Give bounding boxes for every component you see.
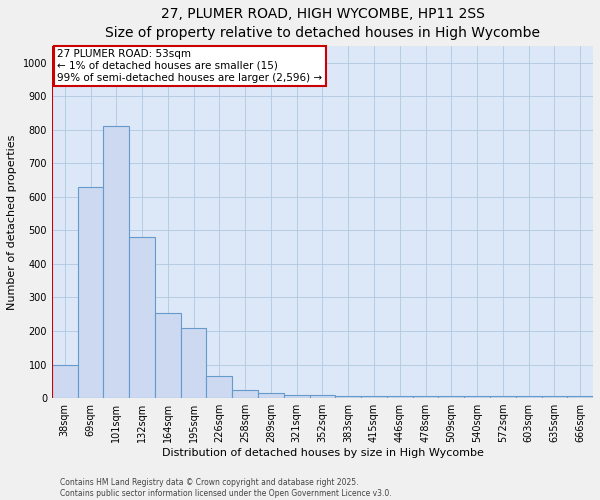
Bar [387, 396, 413, 398]
Bar [155, 312, 181, 398]
Bar [490, 396, 516, 398]
Bar [335, 396, 361, 398]
Text: 27 PLUMER ROAD: 53sqm
← 1% of detached houses are smaller (15)
99% of semi-detac: 27 PLUMER ROAD: 53sqm ← 1% of detached h… [57, 50, 322, 82]
Bar [181, 328, 206, 398]
Bar [516, 396, 542, 398]
Bar [567, 396, 593, 398]
Bar [361, 396, 387, 398]
Title: 27, PLUMER ROAD, HIGH WYCOMBE, HP11 2SS
Size of property relative to detached ho: 27, PLUMER ROAD, HIGH WYCOMBE, HP11 2SS … [105, 7, 540, 40]
Bar [258, 393, 284, 398]
Bar [129, 237, 155, 398]
Bar [284, 395, 310, 398]
X-axis label: Distribution of detached houses by size in High Wycombe: Distribution of detached houses by size … [161, 448, 484, 458]
Text: Contains HM Land Registry data © Crown copyright and database right 2025.
Contai: Contains HM Land Registry data © Crown c… [60, 478, 392, 498]
Bar [439, 396, 464, 398]
Bar [464, 396, 490, 398]
Bar [103, 126, 129, 398]
Bar [206, 376, 232, 398]
Bar [542, 396, 567, 398]
Bar [52, 364, 77, 398]
Y-axis label: Number of detached properties: Number of detached properties [7, 134, 17, 310]
Bar [232, 390, 258, 398]
Bar [413, 396, 439, 398]
Bar [77, 186, 103, 398]
Bar [310, 395, 335, 398]
